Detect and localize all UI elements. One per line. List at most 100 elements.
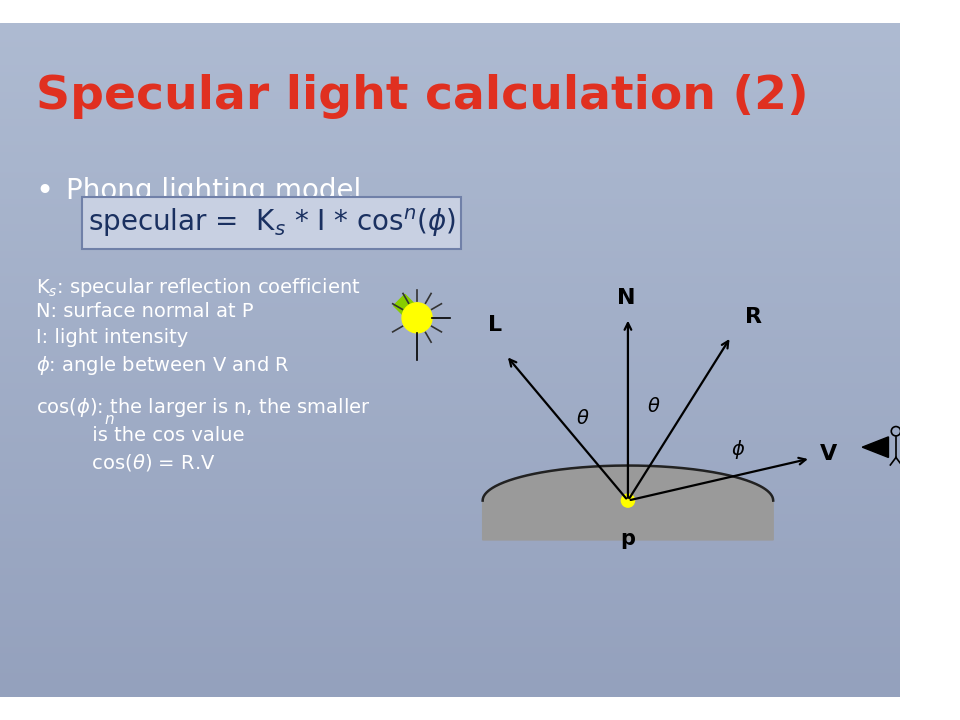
Bar [0, 420, 900, 423]
Bar [0, 669, 900, 670]
Bar [0, 75, 900, 76]
Bar [0, 96, 900, 99]
Bar [0, 37, 900, 40]
Bar [0, 50, 900, 51]
Bar [0, 73, 900, 75]
Bar [0, 621, 900, 624]
Text: K$_s$: specular reflection coefficient: K$_s$: specular reflection coefficient [36, 276, 360, 299]
Bar [0, 107, 900, 109]
Bar [0, 556, 900, 557]
Bar [0, 40, 900, 41]
Bar [0, 238, 900, 240]
Bar [0, 80, 900, 81]
Bar [0, 631, 900, 634]
Bar [0, 380, 900, 382]
Bar [0, 94, 900, 95]
Bar [0, 418, 900, 419]
Bar [0, 400, 900, 402]
Bar [0, 382, 900, 384]
Bar [0, 204, 900, 207]
Bar [0, 261, 900, 262]
Bar [0, 463, 900, 464]
Bar [0, 500, 900, 502]
Bar [0, 41, 900, 43]
Bar [0, 197, 900, 198]
Bar [0, 693, 900, 694]
Bar [0, 624, 900, 625]
Bar [0, 184, 900, 186]
Bar [0, 683, 900, 684]
Bar [0, 408, 900, 409]
Bar [0, 636, 900, 639]
Bar [0, 240, 900, 242]
Circle shape [621, 494, 635, 507]
Bar [0, 114, 900, 115]
Bar [0, 350, 900, 351]
Bar [0, 414, 900, 415]
Bar [0, 294, 900, 296]
Bar [0, 58, 900, 60]
Bar [0, 35, 900, 36]
Bar [0, 68, 900, 70]
Bar [0, 510, 900, 512]
Bar [0, 541, 900, 542]
Bar [0, 426, 900, 428]
Bar [0, 360, 900, 361]
Bar [0, 65, 900, 66]
Bar [0, 654, 900, 655]
Bar [0, 581, 900, 582]
Bar [0, 590, 900, 591]
Bar [0, 527, 900, 528]
Bar [0, 611, 900, 613]
Text: cos($\phi$): the larger is n, the smaller: cos($\phi$): the larger is n, the smalle… [36, 395, 371, 418]
Bar [0, 546, 900, 547]
Bar [0, 140, 900, 143]
Bar [0, 267, 900, 269]
Bar [0, 343, 900, 345]
Bar [0, 135, 900, 138]
Bar [0, 66, 900, 68]
Bar [0, 640, 900, 642]
Text: p: p [620, 528, 636, 549]
Bar [0, 605, 900, 606]
Bar [0, 561, 900, 562]
Bar [0, 518, 900, 521]
Bar [0, 272, 900, 274]
Bar [0, 168, 900, 169]
Bar [0, 665, 900, 667]
Bar [0, 110, 900, 112]
Bar [0, 188, 900, 189]
Bar [0, 394, 900, 395]
Bar [0, 498, 900, 500]
Bar [0, 78, 900, 80]
Bar [0, 163, 900, 164]
Bar [0, 202, 900, 203]
Bar [0, 237, 900, 238]
Bar [0, 84, 900, 85]
Bar [0, 554, 900, 556]
Bar [0, 112, 900, 114]
Bar [0, 664, 900, 665]
Bar [0, 86, 900, 89]
Bar [0, 559, 900, 561]
Bar [0, 365, 900, 366]
Bar [0, 639, 900, 640]
Bar [0, 242, 900, 243]
Bar [0, 246, 900, 247]
Bar [0, 364, 900, 365]
Bar [0, 439, 900, 441]
Bar [0, 258, 900, 261]
Bar [0, 629, 900, 630]
Bar [0, 577, 900, 580]
Bar [0, 60, 900, 61]
Bar [0, 444, 900, 446]
Bar [0, 326, 900, 328]
Bar [0, 497, 900, 498]
Bar [0, 657, 900, 659]
Bar [0, 448, 900, 449]
Bar [0, 315, 900, 316]
Bar [0, 694, 900, 696]
Bar [0, 70, 900, 71]
Bar [0, 296, 900, 297]
Bar [0, 56, 900, 58]
